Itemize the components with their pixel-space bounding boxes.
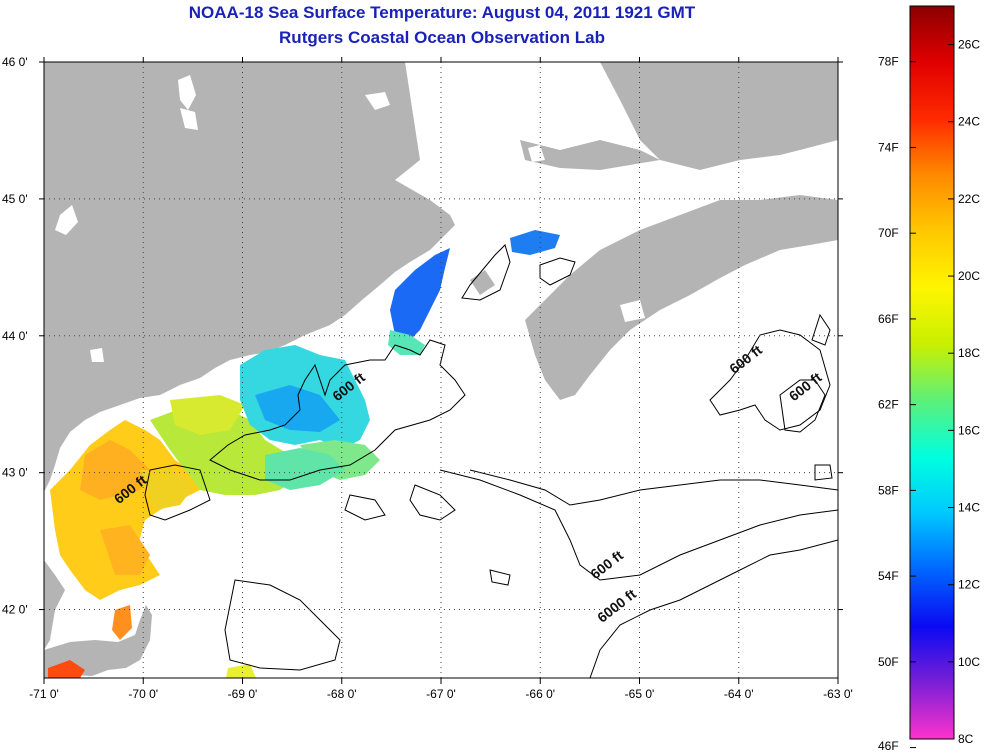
fahrenheit-label: 62F bbox=[878, 398, 899, 412]
celsius-label: 8C bbox=[958, 732, 974, 746]
lon-tick-label: -64 0' bbox=[724, 687, 754, 701]
lon-tick-label: -71 0' bbox=[29, 687, 59, 701]
fahrenheit-label: 66F bbox=[878, 312, 899, 326]
lon-tick-label: -68 0' bbox=[327, 687, 357, 701]
lon-tick-label: -66 0' bbox=[525, 687, 555, 701]
lat-tick-label: 42 0' bbox=[2, 603, 28, 617]
fahrenheit-label: 54F bbox=[878, 569, 899, 583]
fahrenheit-label: 78F bbox=[878, 55, 899, 69]
map-subtitle: Rutgers Coastal Ocean Observation Lab bbox=[279, 28, 605, 47]
lat-tick-label: 44 0' bbox=[2, 329, 28, 343]
fahrenheit-label: 74F bbox=[878, 140, 899, 154]
celsius-label: 16C bbox=[958, 423, 980, 437]
lon-tick-label: -70 0' bbox=[128, 687, 158, 701]
depth-contours bbox=[144, 244, 838, 678]
map-axes: -71 0' -70 0' -69 0' -68 0' -67 0' -66 0' -65 … bbox=[2, 55, 853, 701]
celsius-label: 20C bbox=[958, 269, 980, 283]
land-mass bbox=[44, 62, 838, 678]
celsius-label: 22C bbox=[958, 192, 980, 206]
celsius-label: 18C bbox=[958, 346, 980, 360]
celsius-label: 12C bbox=[958, 578, 980, 592]
lon-tick-label: -63 0' bbox=[823, 687, 853, 701]
lon-tick-label: -69 0' bbox=[228, 687, 258, 701]
fahrenheit-label: 46F bbox=[878, 739, 899, 753]
map-title: NOAA-18 Sea Surface Temperature: August … bbox=[188, 3, 696, 22]
fahrenheit-label: 50F bbox=[878, 655, 899, 669]
lat-tick-label: 45 0' bbox=[2, 192, 28, 206]
celsius-label: 10C bbox=[958, 655, 980, 669]
colorbar-labels: 26C 24C 22C 20C 18C 16C 14C 12C 10C 8C 78F 74F 70F 66… bbox=[878, 38, 980, 753]
lon-tick-label: -65 0' bbox=[625, 687, 655, 701]
colorbar-scale bbox=[909, 5, 955, 740]
celsius-label: 24C bbox=[958, 115, 980, 129]
lat-tick-label: 43 0' bbox=[2, 466, 28, 480]
celsius-label: 26C bbox=[958, 38, 980, 52]
inland-lakes bbox=[55, 75, 645, 362]
fahrenheit-label: 70F bbox=[878, 226, 899, 240]
fahrenheit-label: 58F bbox=[878, 483, 899, 497]
celsius-label: 14C bbox=[958, 501, 980, 515]
lon-tick-label: -67 0' bbox=[426, 687, 456, 701]
lat-tick-label: 46 0' bbox=[2, 55, 28, 69]
